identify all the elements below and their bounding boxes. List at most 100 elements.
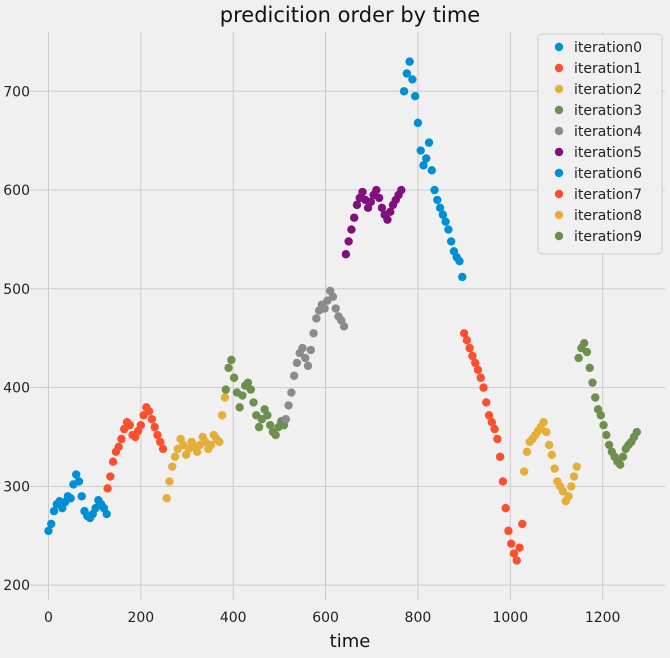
- data-point: [386, 207, 395, 216]
- y-tick-label: 500: [3, 282, 30, 298]
- data-point: [459, 329, 469, 338]
- data-point: [473, 365, 483, 375]
- data-point: [114, 442, 123, 452]
- tick-labels: 0 200 400 600 800 1000 1200 200 300 400 500 600 700: [3, 84, 620, 626]
- data-point: [249, 398, 258, 407]
- y-tick-label: 300: [3, 479, 30, 495]
- data-point: [312, 314, 321, 323]
- data-point: [271, 430, 280, 440]
- legend-label: iteration3: [574, 103, 642, 119]
- data-point: [287, 388, 296, 397]
- data-point: [49, 506, 59, 516]
- data-point: [229, 373, 239, 382]
- x-tick-label: 200: [127, 610, 154, 626]
- data-point: [289, 371, 299, 380]
- data-point: [156, 437, 165, 447]
- legend-marker: [554, 231, 564, 241]
- legend-label: iteration0: [574, 40, 642, 56]
- data-point: [588, 378, 597, 387]
- series-iteration6: [399, 57, 467, 282]
- data-point: [235, 403, 244, 412]
- data-point: [125, 420, 134, 430]
- data-point: [331, 304, 340, 313]
- data-point: [512, 556, 521, 565]
- data-point: [71, 470, 81, 479]
- legend-label: iteration9: [574, 229, 642, 245]
- legend: iteration0 iteration1 iteration2 iteration3…: [537, 33, 663, 255]
- data-point: [150, 422, 159, 432]
- data-point: [301, 353, 310, 363]
- data-point: [372, 185, 381, 195]
- data-point: [484, 411, 494, 420]
- legend-box: [537, 33, 663, 255]
- data-point: [416, 146, 425, 155]
- legend-marker: [554, 189, 564, 199]
- data-point: [374, 193, 384, 203]
- data-point: [298, 343, 307, 353]
- legend-marker: [554, 63, 564, 73]
- data-point: [441, 217, 450, 226]
- series-iteration9: [574, 338, 642, 469]
- data-point: [539, 417, 548, 427]
- data-point: [599, 420, 608, 430]
- data-point: [569, 472, 579, 481]
- series-iteration1: [103, 403, 168, 493]
- data-point: [366, 197, 376, 207]
- legend-marker: [554, 168, 564, 178]
- data-point: [522, 447, 532, 457]
- data-point: [438, 210, 448, 219]
- x-tick-label: 1000: [492, 610, 528, 626]
- data-point: [455, 256, 464, 266]
- legend-marker: [554, 84, 564, 94]
- data-point: [102, 509, 111, 519]
- data-point: [165, 477, 174, 486]
- data-point: [490, 424, 499, 434]
- data-point: [136, 420, 146, 430]
- data-point: [402, 69, 412, 78]
- data-point: [221, 385, 231, 394]
- data-point: [147, 415, 157, 424]
- data-point: [215, 437, 224, 447]
- legend-label: iteration2: [574, 82, 642, 98]
- data-point: [77, 492, 86, 501]
- data-point: [470, 358, 480, 368]
- data-point: [170, 452, 180, 461]
- data-point: [309, 329, 318, 338]
- data-point: [347, 225, 356, 234]
- data-point: [227, 355, 236, 365]
- series-points: [44, 57, 642, 565]
- data-point: [501, 503, 510, 513]
- data-point: [550, 464, 559, 473]
- data-point: [458, 272, 467, 282]
- x-tick-label: 600: [312, 610, 339, 626]
- data-point: [465, 343, 474, 353]
- x-tick-label: 1200: [585, 610, 621, 626]
- data-point: [591, 393, 600, 402]
- data-point: [579, 338, 589, 348]
- x-tick-label: 400: [220, 610, 247, 626]
- data-point: [303, 361, 313, 371]
- data-point: [468, 351, 477, 361]
- data-point: [344, 237, 353, 246]
- data-point: [564, 492, 573, 501]
- data-point: [246, 385, 255, 394]
- data-point: [103, 484, 112, 493]
- data-point: [284, 401, 293, 410]
- chart-title: predicition order by time: [220, 3, 480, 27]
- data-point: [462, 336, 472, 345]
- y-tick-label: 700: [3, 84, 30, 100]
- data-point: [162, 494, 171, 503]
- data-point: [574, 353, 583, 363]
- data-point: [383, 215, 392, 224]
- data-point: [399, 87, 409, 96]
- x-tick-label: 0: [44, 610, 53, 626]
- data-point: [224, 363, 233, 373]
- legend-label: iteration8: [574, 208, 642, 224]
- legend-marker: [554, 105, 564, 115]
- data-point: [618, 452, 628, 461]
- data-point: [547, 450, 557, 459]
- data-point: [604, 440, 614, 450]
- data-point: [243, 378, 253, 387]
- series-iteration3: [221, 355, 289, 440]
